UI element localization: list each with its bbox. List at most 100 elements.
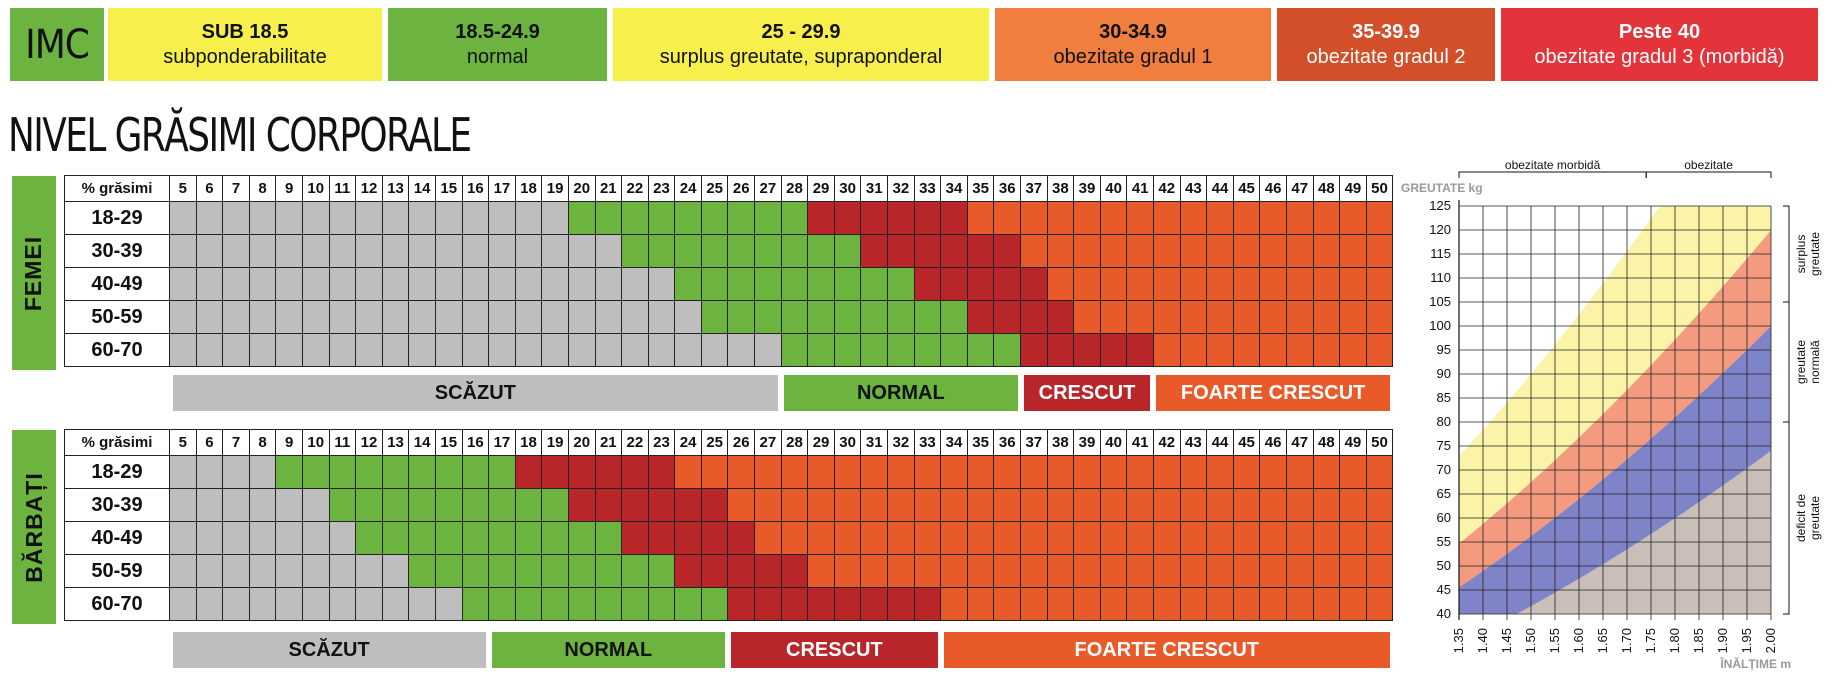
fat-cell-foarte-crescut	[993, 201, 1021, 235]
fat-cell-crescut	[966, 300, 995, 334]
fat-cell-scazut	[222, 201, 250, 235]
fat-cell-normal	[966, 333, 995, 367]
fat-cell-crescut	[887, 201, 915, 235]
fat-cell-foarte-crescut	[1365, 587, 1394, 621]
fat-cell-scazut	[514, 201, 543, 235]
table-row: 50-59	[64, 554, 1394, 588]
percent-column-header: 9	[275, 429, 303, 456]
fat-cell-scazut	[514, 333, 543, 367]
imc-category: Peste 40 obezitate gradul 3 (morbidă)	[1501, 8, 1818, 81]
fat-cell-scazut	[328, 333, 357, 367]
fat-cell-foarte-crescut	[807, 455, 835, 489]
percent-column-header: 47	[1285, 175, 1314, 202]
fat-cell-scazut	[275, 488, 303, 522]
fat-cell-normal	[647, 587, 676, 621]
fat-cell-crescut	[754, 587, 782, 621]
fat-cell-foarte-crescut	[966, 455, 995, 489]
fat-cell-scazut	[301, 587, 330, 621]
fat-cell-foarte-crescut	[1099, 267, 1128, 301]
fat-cell-scazut	[222, 554, 250, 588]
percent-column-header: 28	[780, 429, 809, 456]
x-tick-label: 1.55	[1547, 628, 1562, 653]
fat-cell-normal	[381, 455, 410, 489]
percent-column-header: 8	[248, 429, 277, 456]
fat-cell-normal	[408, 521, 436, 555]
percent-column-header: 40	[1099, 429, 1128, 456]
fat-cell-crescut	[993, 234, 1021, 268]
table-row: 40-49	[64, 267, 1394, 301]
fat-cell-scazut	[222, 587, 250, 621]
fat-cell-scazut	[461, 201, 490, 235]
percent-column-header: 6	[195, 175, 224, 202]
fat-cell-foarte-crescut	[1339, 234, 1367, 268]
fat-cell-foarte-crescut	[1020, 201, 1048, 235]
fat-cell-normal	[541, 521, 569, 555]
fat-cell-normal	[461, 455, 490, 489]
fat-cell-crescut	[541, 455, 569, 489]
percent-column-header: 9	[275, 175, 303, 202]
fat-cell-crescut	[754, 554, 782, 588]
fat-cell-scazut	[381, 234, 410, 268]
fat-cell-foarte-crescut	[1285, 554, 1314, 588]
percent-column-header: 35	[966, 429, 995, 456]
fat-cell-scazut	[248, 201, 277, 235]
fat-cell-foarte-crescut	[1126, 587, 1154, 621]
fat-cell-foarte-crescut	[1179, 300, 1208, 334]
top-label: obezitate	[1684, 158, 1733, 172]
y-tick-label: 70	[1437, 462, 1451, 477]
x-tick-label: 1.45	[1499, 628, 1514, 653]
fat-cell-foarte-crescut	[1020, 554, 1048, 588]
fat-cell-crescut	[993, 267, 1021, 301]
fat-cell-foarte-crescut	[1073, 234, 1101, 268]
imc-category: 18.5-24.9 normal	[388, 8, 607, 81]
side-label: greutatenormală	[1794, 340, 1822, 384]
fat-cell-foarte-crescut	[1073, 488, 1101, 522]
fat-cell-foarte-crescut	[1152, 300, 1181, 334]
percent-column-header: 16	[461, 175, 490, 202]
fat-cell-normal	[807, 333, 835, 367]
fat-cell-foarte-crescut	[1046, 234, 1075, 268]
fat-cell-foarte-crescut	[1046, 455, 1075, 489]
fat-cell-foarte-crescut	[966, 587, 995, 621]
percent-column-header: 42	[1152, 429, 1181, 456]
fat-cell-foarte-crescut	[1365, 201, 1394, 235]
percent-column-header: 5	[169, 429, 197, 456]
x-tick-label: 1.40	[1475, 628, 1490, 653]
fat-cell-normal	[461, 521, 490, 555]
fat-cell-normal	[488, 455, 516, 489]
percent-column-header: 23	[647, 429, 676, 456]
age-group-label: 30-39	[64, 234, 170, 268]
fat-cell-foarte-crescut	[1259, 488, 1287, 522]
fat-cell-scazut	[434, 234, 463, 268]
fat-cell-normal	[434, 455, 463, 489]
fat-cell-foarte-crescut	[1152, 267, 1181, 301]
fat-cell-scazut	[488, 333, 516, 367]
fat-cell-foarte-crescut	[1232, 201, 1261, 235]
fat-cell-foarte-crescut	[860, 554, 889, 588]
fat-cell-crescut	[807, 201, 835, 235]
percent-header-label: % grăsimi	[64, 175, 170, 202]
fat-cell-foarte-crescut	[807, 554, 835, 588]
fat-cell-foarte-crescut	[1285, 587, 1314, 621]
fat-cell-scazut	[381, 267, 410, 301]
fat-cell-foarte-crescut	[1285, 234, 1314, 268]
fat-cell-crescut	[674, 488, 702, 522]
imc-band: IMC SUB 18.5 subponderabilitate 18.5-24.9 n…	[10, 8, 1818, 81]
percent-column-header: 29	[807, 175, 835, 202]
percent-column-header: 26	[727, 175, 756, 202]
y-tick-label: 120	[1429, 222, 1451, 237]
percent-column-header: 32	[887, 429, 915, 456]
percent-column-header: 32	[887, 175, 915, 202]
fat-cell-foarte-crescut	[913, 455, 942, 489]
percent-column-header: 14	[408, 429, 436, 456]
x-tick-label: 1.70	[1619, 628, 1634, 653]
percent-column-header: 15	[434, 175, 463, 202]
fat-cell-scazut	[195, 554, 224, 588]
women-side-tab: FEMEI	[12, 176, 56, 370]
percent-column-header: 11	[328, 175, 357, 202]
percent-column-header: 50	[1365, 429, 1394, 456]
fat-cell-foarte-crescut	[1339, 267, 1367, 301]
bmi-weight-height-chart: 40 45 50 55 60 65 70 75 80 85 90 95 100 105 110 115 120 1…	[1395, 150, 1841, 680]
fat-cell-foarte-crescut	[1099, 234, 1128, 268]
fat-cell-normal	[700, 587, 729, 621]
